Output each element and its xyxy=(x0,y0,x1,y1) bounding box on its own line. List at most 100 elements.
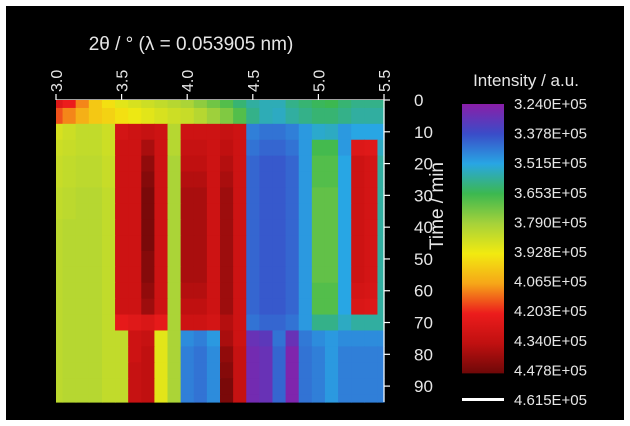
heatmap-cell xyxy=(180,139,195,157)
heatmap-cell xyxy=(167,394,182,403)
heatmap-cell xyxy=(101,251,116,268)
heatmap-cell xyxy=(62,378,77,395)
heatmap-cell xyxy=(62,251,77,268)
heatmap-cell xyxy=(364,100,379,109)
heatmap-cell xyxy=(154,314,169,332)
heatmap-cell xyxy=(154,123,169,141)
heatmap-cell xyxy=(193,187,208,204)
heatmap-cell xyxy=(167,314,182,332)
heatmap-cell xyxy=(88,123,103,141)
heatmap-cell xyxy=(246,378,260,395)
heatmap-cell xyxy=(75,123,90,141)
heatmap-cell xyxy=(206,282,221,300)
heatmap-cell xyxy=(220,187,234,204)
heatmap-cell xyxy=(154,235,169,252)
heatmap-cell xyxy=(364,187,379,204)
heatmap-cell xyxy=(154,107,169,125)
heatmap-cell xyxy=(101,346,116,363)
heatmap-cell xyxy=(351,219,365,236)
heatmap-cell xyxy=(88,362,103,379)
heatmap-cell xyxy=(285,346,300,363)
heatmap-cell xyxy=(338,314,352,332)
heatmap-cell xyxy=(167,330,182,347)
heatmap-cell xyxy=(311,219,326,236)
heatmap-cell xyxy=(206,139,221,157)
heatmap-cell xyxy=(193,282,208,300)
heatmap-cell xyxy=(377,203,385,220)
heatmap-cell xyxy=(75,298,90,316)
heatmap-cell xyxy=(141,330,155,347)
heatmap-cell xyxy=(154,298,169,316)
heatmap-cell xyxy=(364,378,379,395)
heatmap-cell xyxy=(206,171,221,189)
heatmap-cell xyxy=(88,282,103,300)
heatmap-cell xyxy=(351,314,365,332)
heatmap-cell xyxy=(193,314,208,332)
heatmap-cell xyxy=(180,362,195,379)
heatmap-cell xyxy=(88,314,103,332)
heatmap-cell xyxy=(62,346,77,363)
colorbar-label: 3.378E+05 xyxy=(514,126,587,143)
heatmap-cell xyxy=(324,219,339,236)
heatmap-cell xyxy=(285,171,300,189)
heatmap-cell xyxy=(338,139,352,157)
heatmap-cell xyxy=(193,394,208,403)
heatmap-cell xyxy=(377,266,385,284)
heatmap-cell xyxy=(180,282,195,300)
heatmap-cell xyxy=(324,107,339,125)
heatmap-cell xyxy=(324,100,339,109)
heatmap-cell xyxy=(272,219,287,236)
heatmap-cell xyxy=(115,282,129,300)
heatmap-cell xyxy=(180,187,195,204)
right-tick-label: 0 xyxy=(414,91,423,110)
heatmap-cell xyxy=(206,330,221,347)
heatmap-cell xyxy=(115,378,129,395)
heatmap-cell xyxy=(206,203,221,220)
right-tick-label: 20 xyxy=(414,155,433,174)
heatmap-cell xyxy=(75,235,90,252)
heatmap-cell xyxy=(311,378,326,395)
heatmap-cell xyxy=(128,282,142,300)
heatmap-cell xyxy=(141,394,155,403)
heatmap-cell xyxy=(377,219,385,236)
heatmap-cell xyxy=(167,100,182,109)
heatmap-cell xyxy=(75,394,90,403)
heatmap-cell xyxy=(101,298,116,316)
heatmap-cell xyxy=(233,362,247,379)
heatmap-cell xyxy=(62,171,77,189)
heatmap-cell xyxy=(364,219,379,236)
heatmap-cell xyxy=(285,107,300,125)
top-tick-label: 3.0 xyxy=(49,70,66,92)
heatmap-cell xyxy=(220,394,234,403)
heatmap-cell xyxy=(141,187,155,204)
heatmap-cell xyxy=(259,330,274,347)
heatmap-cell xyxy=(285,100,300,109)
heatmap-cell xyxy=(364,394,379,403)
heatmap-cell xyxy=(115,330,129,347)
heatmap-cell xyxy=(311,203,326,220)
heatmap-cell xyxy=(259,378,274,395)
heatmap-cell xyxy=(62,330,77,347)
heatmap-cell xyxy=(56,251,64,268)
colorbar-label: 3.515E+05 xyxy=(514,155,587,172)
heatmap-cell xyxy=(351,235,365,252)
heatmap-cell xyxy=(246,139,260,157)
heatmap-cell xyxy=(180,155,195,173)
heatmap-cell xyxy=(115,155,129,173)
heatmap-cell xyxy=(311,139,326,157)
heatmap-cell xyxy=(56,235,64,252)
heatmap-cell xyxy=(338,155,352,173)
heatmap-cell xyxy=(101,171,116,189)
heatmap-cell xyxy=(311,394,326,403)
heatmap-cell xyxy=(115,107,129,125)
heatmap-cell xyxy=(141,139,155,157)
heatmap-cell xyxy=(193,251,208,268)
heatmap-cell xyxy=(220,346,234,363)
heatmap-cell xyxy=(298,155,313,173)
heatmap-cell xyxy=(141,219,155,236)
heatmap-cell xyxy=(246,298,260,316)
heatmap-cell xyxy=(141,235,155,252)
heatmap-cell xyxy=(259,314,274,332)
heatmap-cell xyxy=(377,362,385,379)
heatmap-cell xyxy=(272,155,287,173)
